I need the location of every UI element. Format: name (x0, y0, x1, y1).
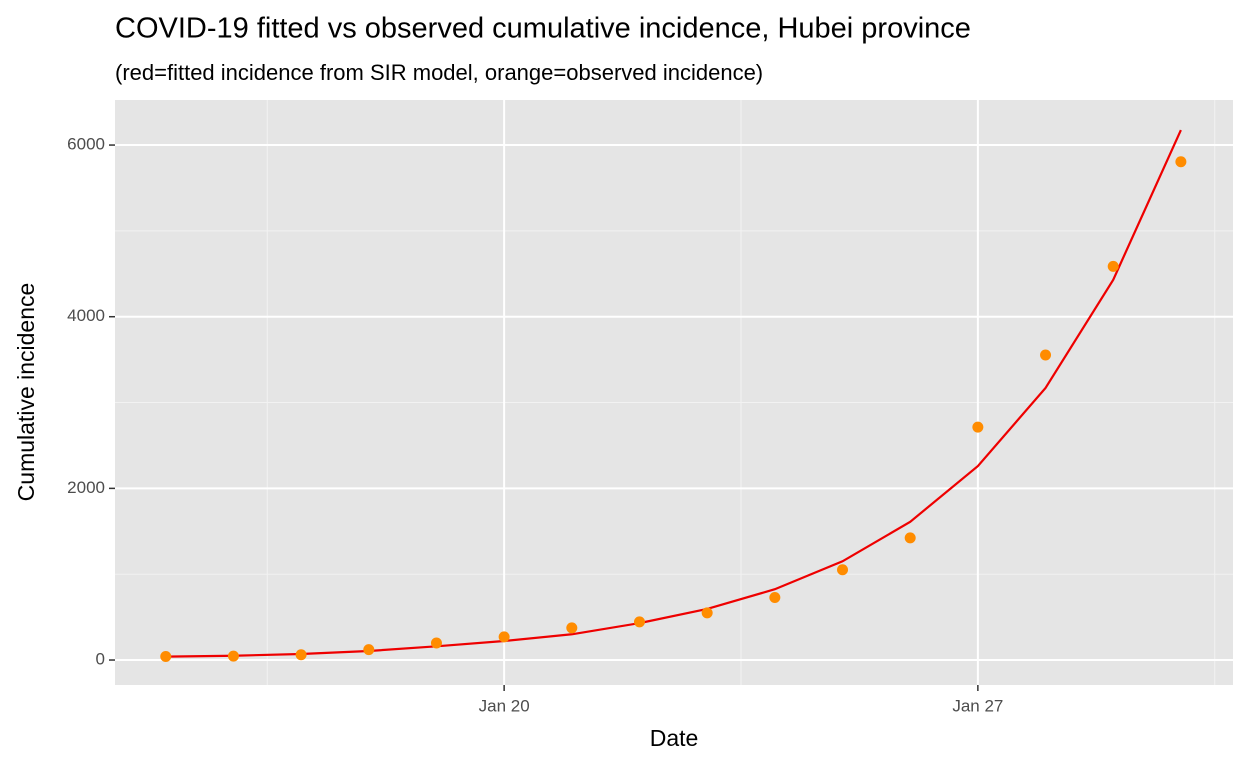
observed-point (1040, 349, 1052, 361)
y-tick-label: 6000 (67, 135, 105, 154)
observed-point (498, 631, 510, 643)
y-axis-title: Cumulative incidence (13, 283, 39, 502)
x-axis-title: Date (650, 725, 699, 751)
observed-point (904, 532, 916, 544)
y-tick-label: 2000 (67, 478, 105, 497)
observed-point (1175, 156, 1187, 168)
x-tick-label: Jan 27 (952, 696, 1003, 715)
chart-title: COVID-19 fitted vs observed cumulative i… (115, 13, 971, 45)
observed-point (566, 622, 578, 634)
x-tick-label: Jan 20 (479, 696, 530, 715)
plot-panel (115, 100, 1233, 685)
fitted-line (165, 129, 1182, 658)
observed-point (837, 564, 849, 576)
observed-point (1107, 260, 1119, 272)
observed-point (160, 651, 172, 663)
observed-point (701, 607, 713, 619)
y-tick-label: 4000 (67, 306, 105, 325)
y-tick-label: 0 (96, 650, 105, 669)
observed-point (430, 637, 442, 649)
observed-point (363, 644, 375, 656)
chart-subtitle: (red=fitted incidence from SIR model, or… (115, 60, 763, 85)
observed-point (972, 421, 984, 433)
observed-point (769, 591, 781, 603)
observed-point (633, 616, 645, 628)
observed-point (295, 649, 307, 661)
observed-point (227, 650, 239, 662)
